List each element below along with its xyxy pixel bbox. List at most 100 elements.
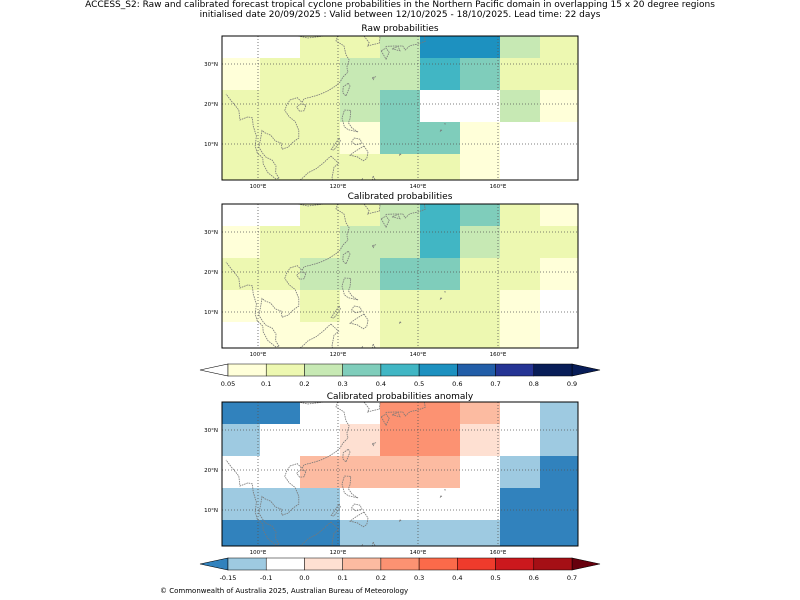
coastline [385,402,426,417]
colorbar-swatch [457,363,496,377]
grid-cell [222,204,260,226]
colorbar-swatch [342,557,382,571]
latitude-tick-label: 10°N [204,142,218,148]
coastline [380,215,390,229]
grid-cell [500,226,540,258]
coastline [399,321,402,324]
grid-cell [420,90,460,122]
colorbar-tick-label: -0.15 [220,574,237,582]
map-panel-3: 100°E 120°E 140°E 160°E 30°N 20°N 10°N [204,401,579,556]
coastline [351,137,363,146]
coastline [372,442,377,447]
grid-cell [300,90,340,122]
coastline [443,291,446,293]
colorbar-tick-label: 0.0 [299,574,309,582]
grid-cell [540,488,578,520]
colorbar-swatch [227,363,267,377]
grid-cell [222,402,260,424]
grid-cell [260,122,300,154]
colorbar-tick-label: 0.6 [529,574,539,582]
colorbar-tick-label: 0.5 [490,574,500,582]
grid-cell [340,290,380,322]
colorbar-swatch [418,557,458,571]
coastline [391,45,401,52]
grid-cell [420,520,460,546]
colorbar-tick-label: 0.4 [376,380,386,388]
grid-cell [460,90,500,122]
grid-cell [500,154,540,180]
coastline [330,137,341,151]
grid-cell [340,122,380,154]
coastline [363,36,381,47]
colorbar-tick-label: 0.1 [261,380,271,388]
latitude-tick-label: 10°N [204,310,218,316]
grid-cell [300,226,340,258]
grid-cell [460,520,500,546]
colorbar-swatch [304,557,343,571]
figure-title-line-1: ACCESS_S2: Raw and calibrated forecast t… [85,0,715,10]
grid-cell [222,122,260,154]
grid-cell [260,226,300,258]
grid-cell [540,456,578,488]
grid-cell [460,488,500,520]
grid-cell [260,456,300,488]
grid-cell [380,402,420,424]
coastline [349,145,369,162]
grid-cell [540,258,578,290]
grid-cell [380,226,420,258]
map-frame [221,35,579,181]
grid-cell [380,520,420,546]
grid-cell [260,424,300,456]
grid-cell [222,290,260,322]
grid-cell [260,402,300,424]
grid-cell [222,36,260,58]
grid-cell [380,322,420,348]
colorbar-tick-label: -0.1 [260,574,273,582]
grid-cell [300,290,340,322]
grid-cell [540,290,578,322]
coastline [342,82,351,97]
colorbar-swatch [495,363,535,377]
grid-cell [500,322,540,348]
latitude-tick-label: 30°N [204,230,218,236]
coastline [351,305,363,314]
grid-cell [460,424,500,456]
longitude-tick-label: 140°E [410,550,427,556]
colorbar-tick-label: 0.05 [221,380,235,388]
grid-cell [222,154,260,180]
grid-cell [260,488,300,520]
colorbar-swatch [418,363,458,377]
coastline [342,448,351,463]
coastline [399,519,402,522]
longitude-tick-label: 140°E [410,184,427,190]
grid-cell [540,402,578,424]
calibrated-panel-title: Calibrated probabilities [347,192,453,202]
longitude-tick-label: 120°E [330,184,347,190]
coastline [385,36,426,51]
longitude-tick-label: 120°E [330,550,347,556]
grid-cell [500,456,540,488]
grid-cell [500,122,540,154]
longitude-tick-label: 100°E [250,550,267,556]
grid-cell [260,36,300,58]
grid-cell [420,58,460,90]
coastline [385,204,426,219]
longitude-tick-label: 160°E [490,184,507,190]
colorbar-over-arrow [571,557,601,571]
map-frame [221,401,579,547]
coastline [349,313,369,330]
latitude-tick-label: 10°N [204,508,218,514]
coastline [399,153,402,156]
grid-cell [300,402,340,424]
grid-cell [540,424,578,456]
grid-cell [340,322,380,348]
grid-cell [540,226,578,258]
grid-cell [460,258,500,290]
grid-cell [260,258,300,290]
grid-cell [300,258,340,290]
grid-cell [460,122,500,154]
coastline [296,469,307,478]
grid-cell [340,424,380,456]
colorbar-tick-label: 0.1 [337,574,347,582]
map-panel-1: 100°E 120°E 140°E 160°E 30°N 20°N 10°N [204,35,579,190]
